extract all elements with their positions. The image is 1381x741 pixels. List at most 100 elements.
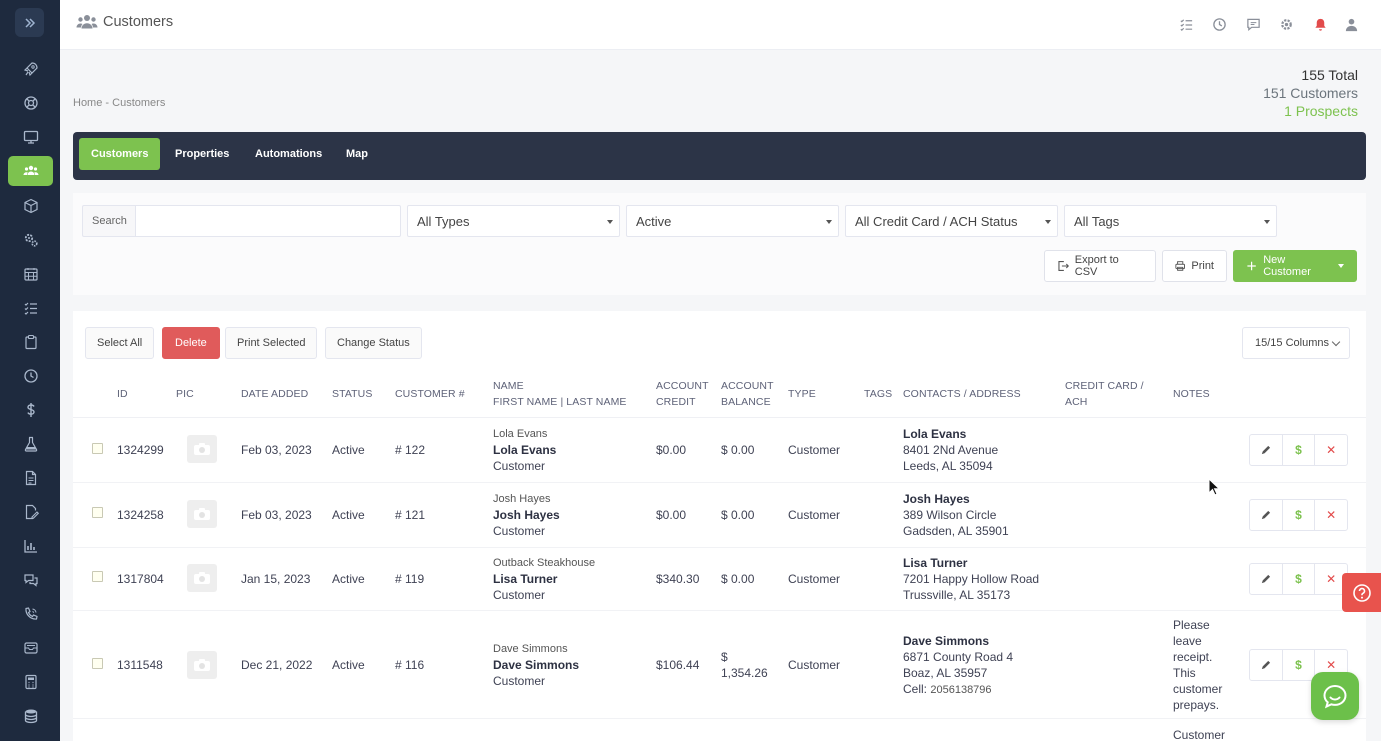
edit-button[interactable] [1250, 500, 1283, 530]
edit-button[interactable] [1250, 435, 1283, 465]
new-customer-button[interactable]: New Customer [1233, 250, 1357, 282]
table-row[interactable]: 1311548 Dec 21, 2022 Active # 116 Dave S… [73, 611, 1366, 719]
sidebar-item-tasks[interactable] [8, 293, 53, 323]
printer-icon [1175, 261, 1185, 271]
delete-button[interactable]: Delete [162, 327, 220, 359]
header-type[interactable]: TYPE [788, 388, 816, 400]
row-customer-name[interactable]: Josh Hayes [493, 508, 560, 522]
sidebar-item-calls[interactable] [8, 599, 53, 629]
edit-button[interactable] [1250, 564, 1283, 594]
row-contact-name: Josh Hayes [903, 492, 970, 506]
delete-row-button[interactable]: ✕ [1315, 435, 1347, 465]
user-icon[interactable] [1344, 17, 1359, 32]
sidebar-item-time[interactable] [8, 361, 53, 391]
row-checkbox[interactable] [92, 443, 103, 454]
clock-icon[interactable] [1212, 17, 1227, 32]
header-id[interactable]: ID [117, 388, 128, 400]
header-status[interactable]: STATUS [332, 388, 373, 400]
sidebar-item-launch[interactable] [8, 54, 53, 84]
notification-bell-icon[interactable] [1313, 17, 1328, 32]
summary-prospects[interactable]: 1 Prospects [1284, 103, 1358, 119]
sidebar-item-billing[interactable] [8, 395, 53, 425]
header-account-credit[interactable]: ACCOUNT CREDIT [656, 378, 709, 410]
sidebar-item-customers[interactable] [8, 156, 53, 186]
edit-button[interactable] [1250, 650, 1283, 680]
row-cell-number[interactable]: 2056138796 [930, 684, 992, 696]
payment-button[interactable]: $ [1283, 500, 1316, 530]
print-selected-button[interactable]: Print Selected [225, 327, 318, 359]
header-account-balance[interactable]: ACCOUNT BALANCE [721, 378, 774, 410]
row-customer-name[interactable]: Lisa Turner [493, 572, 558, 586]
settings-icon[interactable] [1279, 17, 1294, 32]
change-status-button[interactable]: Change Status [325, 327, 422, 359]
status-filter-select[interactable]: Active [626, 205, 839, 237]
row-name[interactable]: Lola Evans Lola Evans Customer [493, 426, 556, 474]
row-checkbox[interactable] [92, 571, 103, 582]
payment-button[interactable]: $ [1283, 435, 1316, 465]
row-divider [73, 610, 1366, 611]
payment-filter-select[interactable]: All Credit Card / ACH Status [845, 205, 1058, 237]
header-first-name[interactable]: FIRST NAME [493, 396, 558, 408]
row-type: Customer [788, 572, 841, 586]
row-checkbox[interactable] [92, 658, 103, 669]
header-name[interactable]: NAME FIRST NAME | LAST NAME [493, 378, 627, 410]
delete-row-button[interactable]: ✕ [1315, 500, 1347, 530]
columns-dropdown[interactable]: 15/15 Columns [1242, 327, 1350, 359]
payment-button[interactable]: $ [1283, 650, 1316, 680]
table-row[interactable]: 1324258 Feb 03, 2023 Active # 121 Josh H… [73, 483, 1366, 548]
tab-customers[interactable]: Customers [79, 138, 161, 170]
sidebar-item-dashboard[interactable] [8, 122, 53, 152]
payment-button[interactable]: $ [1283, 564, 1316, 594]
export-csv-button[interactable]: Export to CSV [1044, 250, 1156, 282]
header-credit-card: CREDIT CARD / ACH [1065, 378, 1144, 410]
sidebar-item-jobs[interactable] [8, 327, 53, 357]
calendar-icon [23, 268, 38, 281]
checklist-icon[interactable] [1179, 17, 1194, 32]
row-name[interactable]: Josh Hayes Josh Hayes Customer [493, 491, 560, 539]
help-button[interactable] [1342, 573, 1381, 612]
header-customer-number[interactable]: CUSTOMER # [395, 388, 465, 400]
tags-filter-value: All Tags [1074, 213, 1120, 229]
tab-automations[interactable]: Automations [255, 148, 323, 160]
sidebar-item-chemicals[interactable] [8, 429, 53, 459]
sidebar-item-inbox[interactable] [8, 633, 53, 663]
sidebar-item-inventory[interactable] [8, 191, 53, 221]
header-name-sub: FIRST NAME | LAST NAME [493, 394, 627, 410]
sidebar-item-settings[interactable] [8, 225, 53, 255]
header-last-name[interactable]: LAST NAME [566, 396, 627, 408]
tab-properties[interactable]: Properties [175, 148, 230, 160]
document-icon [25, 470, 36, 486]
table-row[interactable]: 1324299 Feb 03, 2023 Active # 122 Lola E… [73, 418, 1366, 483]
type-filter-select[interactable]: All Types [407, 205, 620, 237]
sidebar-item-calculator[interactable] [8, 667, 53, 697]
tags-filter-select[interactable]: All Tags [1064, 205, 1277, 237]
chat-widget-button[interactable] [1311, 672, 1359, 720]
row-name[interactable]: Outback Steakhouse Lisa Turner Customer [493, 555, 595, 603]
row-checkbox[interactable] [92, 507, 103, 518]
message-icon[interactable] [1246, 17, 1261, 32]
table-row[interactable]: 1317804 Jan 15, 2023 Active # 119 Outbac… [73, 548, 1366, 611]
search-input[interactable] [135, 205, 401, 237]
row-contact: Lisa Turner 7201 Happy Hollow Road Truss… [903, 555, 1039, 603]
header-date-added[interactable]: DATE ADDED [241, 388, 309, 400]
sidebar-item-support[interactable] [8, 88, 53, 118]
sidebar-item-messages[interactable] [8, 565, 53, 595]
sidebar-item-calendar[interactable] [8, 259, 53, 289]
topbar: Customers [60, 0, 1381, 50]
row-customer-name[interactable]: Lola Evans [493, 443, 557, 457]
sidebar-item-estimates[interactable] [8, 497, 53, 527]
sidebar-item-database[interactable] [8, 701, 53, 731]
row-name[interactable]: Dave Simmons Dave Simmons Customer [493, 641, 579, 689]
sidebar-item-documents[interactable] [8, 463, 53, 493]
select-all-button[interactable]: Select All [85, 327, 155, 359]
row-customer-number: # 119 [395, 572, 425, 586]
row-customer-name[interactable]: Dave Simmons [493, 658, 580, 672]
row-company: Lola Evans [493, 428, 548, 440]
print-button[interactable]: Print [1162, 250, 1227, 282]
breadcrumb-home-link[interactable]: Home [73, 97, 103, 109]
sidebar-toggle-button[interactable] [15, 8, 44, 37]
tab-map[interactable]: Map [346, 148, 368, 160]
delete-row-button[interactable]: ✕ [1315, 650, 1347, 680]
delete-row-button[interactable]: ✕ [1315, 564, 1347, 594]
sidebar-item-reports[interactable] [8, 531, 53, 561]
